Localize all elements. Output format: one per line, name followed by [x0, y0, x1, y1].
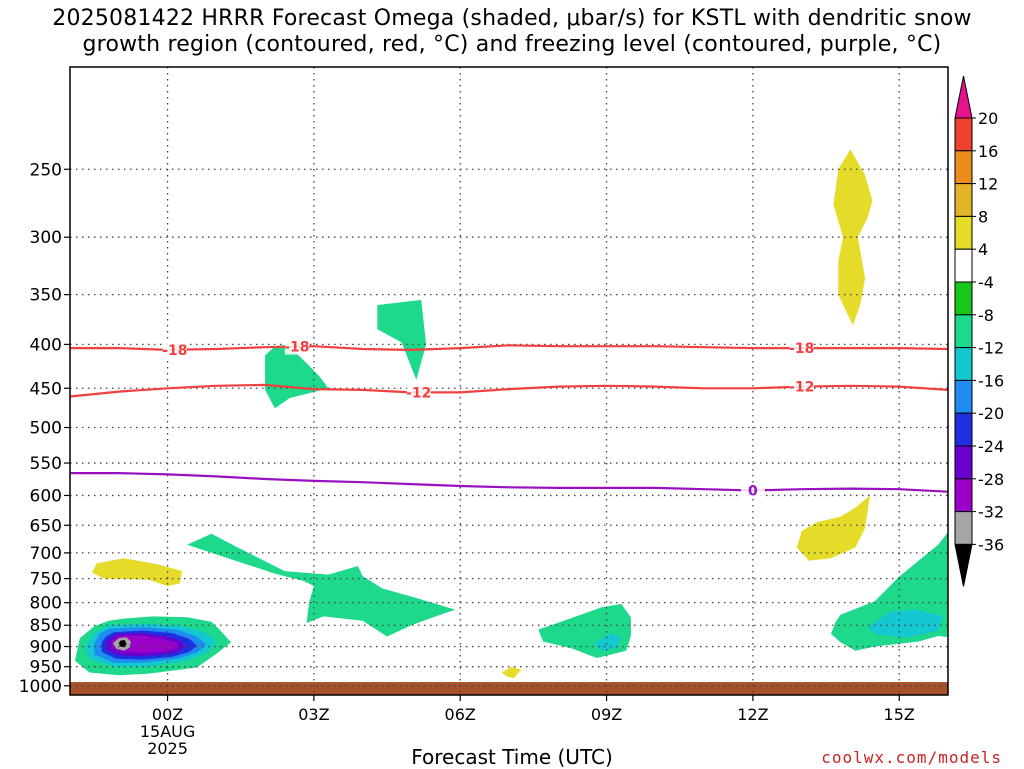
y-tick-label-850: 850	[30, 616, 62, 636]
y-tick-label-300: 300	[30, 228, 62, 248]
y-tick-label-900: 900	[30, 638, 62, 658]
source-credit: coolwx.com/models	[821, 748, 1002, 767]
omega-region-2	[187, 533, 456, 637]
colorbar-segment-4	[954, 248, 973, 283]
y-tick-label-1000: 1000	[19, 677, 62, 697]
x-tick-label-09Z-0: 09Z	[591, 705, 622, 724]
contour-label-bg-3-0	[740, 482, 765, 499]
y-tick-label-600: 600	[30, 486, 62, 506]
colorbar-segment-9	[954, 412, 973, 447]
contour-label-bg-2-1	[789, 378, 814, 395]
colorbar-segment-3	[954, 215, 973, 250]
plot-background	[70, 67, 948, 695]
colorbar-label-13: -36	[978, 535, 1004, 554]
colorbar-segment-1	[954, 150, 973, 185]
chart-title-line-1: 2025081422 HRRR Forecast Omega (shaded, …	[52, 6, 972, 31]
contour-label-bg-1-1	[284, 338, 309, 355]
colorbar-segment-2	[954, 183, 973, 217]
omega-region-16	[501, 666, 522, 679]
y-tick-label-350: 350	[30, 286, 62, 306]
colorbar-segment-12	[954, 511, 973, 545]
chart-title-line-2: growth region (contoured, red, °C) and f…	[82, 32, 942, 57]
y-tick-label-550: 550	[30, 454, 62, 474]
colorbar-label-5: -4	[978, 273, 994, 292]
y-tick-label-500: 500	[30, 419, 62, 439]
colorbar-segment-11	[954, 478, 973, 513]
colorbar-segment-8	[954, 379, 973, 414]
y-tick-label-800: 800	[30, 594, 62, 614]
omega-region-1	[377, 299, 427, 380]
x-tick-label-06Z-0: 06Z	[445, 705, 476, 724]
x-tick-label-03Z-0: 03Z	[298, 705, 329, 724]
contour-label-2-0: -12	[406, 385, 431, 401]
x-tick-label-15Z-0: 15Z	[884, 705, 915, 724]
omega-region-0	[265, 344, 329, 409]
contour-label-bg-1-2	[789, 340, 814, 357]
y-tick-label-650: 650	[30, 516, 62, 536]
omega-region-17	[833, 149, 873, 326]
colorbar-label-10: -24	[978, 437, 1004, 456]
ground-surface	[70, 682, 948, 695]
contour-label-2-1: -12	[789, 380, 814, 396]
colorbar-segment-0	[954, 117, 973, 152]
contour-label-bg-2-0	[406, 384, 431, 401]
contour-label-bg-1-0	[162, 341, 187, 358]
omega-region-14	[118, 639, 127, 648]
omega-region-18	[796, 495, 870, 561]
colorbar-label-8: -16	[978, 371, 1004, 390]
colorbar-label-7: -12	[978, 339, 1004, 358]
x-tick-label-00Z-0: 00Z	[152, 705, 183, 724]
plot-layer: -18 -18 -18 -12 -12 0	[70, 67, 948, 695]
contour-label-3-0: 0	[748, 483, 758, 499]
colorbar-label-11: -28	[978, 470, 1004, 489]
y-tick-label-400: 400	[30, 335, 62, 355]
colorbar-label-0: 20	[978, 109, 998, 128]
plot-frame	[69, 66, 949, 696]
y-tick-label-250: 250	[30, 160, 62, 180]
y-tick-label-950: 950	[30, 658, 62, 678]
colorbar-bottom-arrow	[954, 543, 973, 587]
colorbar-segment-7	[954, 347, 973, 381]
omega-region-15	[92, 558, 183, 586]
colorbar-segment-5	[954, 281, 973, 316]
colorbar-segment-10	[954, 445, 973, 480]
colorbar-label-9: -20	[978, 404, 1004, 423]
x-tick-label-12Z-0: 12Z	[737, 705, 768, 724]
colorbar-segment-6	[954, 314, 973, 349]
contour-label-1-0: -18	[162, 343, 187, 359]
colorbar-label-3: 8	[978, 207, 988, 226]
colorbar-label-2: 12	[978, 175, 998, 194]
colorbar-label-4: 4	[978, 240, 988, 259]
y-tick-label-750: 750	[30, 570, 62, 590]
colorbar-label-1: 16	[978, 142, 998, 161]
omega-region-4	[594, 633, 622, 652]
contour-line-3	[70, 472, 948, 493]
x-tick-label-00Z-2: 2025	[147, 739, 188, 758]
omega-region-6	[867, 609, 944, 638]
colorbar-top-arrow	[954, 75, 973, 119]
contour-label-1-1: -18	[284, 340, 309, 356]
colorbar-label-12: -32	[978, 503, 1004, 522]
colorbar-label-6: -8	[978, 306, 994, 325]
x-axis-label: Forecast Time (UTC)	[411, 745, 613, 769]
y-tick-label-700: 700	[30, 544, 62, 564]
contour-label-1-2: -18	[789, 341, 814, 357]
x-tick-label-00Z-1: 15AUG	[140, 722, 195, 741]
y-tick-label-450: 450	[30, 379, 62, 399]
